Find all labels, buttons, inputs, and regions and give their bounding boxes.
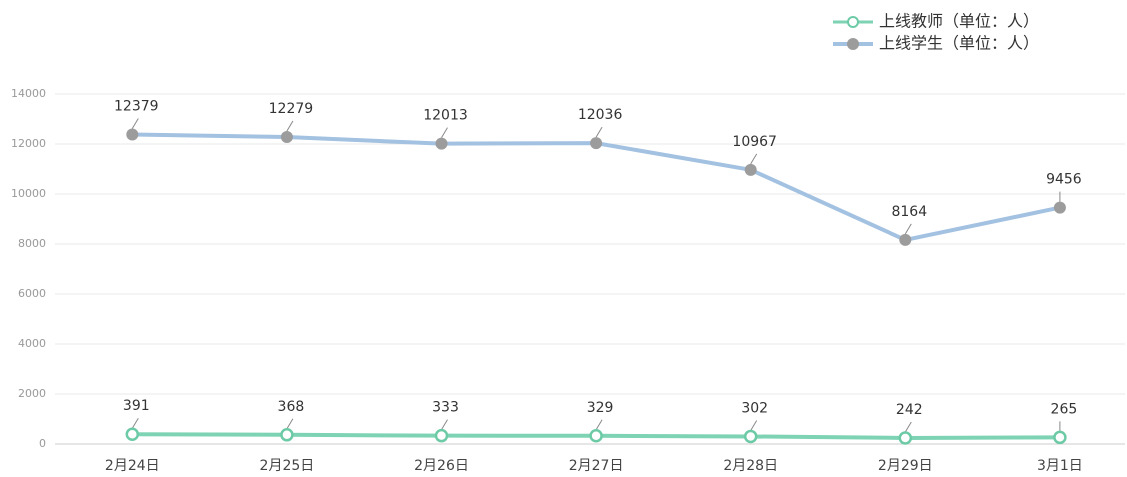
data-label: 333 (432, 400, 459, 416)
label-leader (750, 153, 758, 165)
data-label: 8164 (891, 204, 927, 220)
marker (590, 137, 603, 150)
label-leader (286, 120, 294, 132)
legend-marker (847, 38, 859, 50)
marker (744, 163, 757, 176)
x-tick-label: 2月28日 (723, 458, 778, 474)
data-label: 265 (1051, 401, 1078, 417)
label-leader (441, 419, 448, 430)
marker (589, 429, 603, 443)
y-tick-label: 6000 (18, 287, 46, 300)
data-label: 12379 (114, 99, 159, 115)
label-leader (131, 118, 139, 129)
x-tick-label: 2月25日 (260, 458, 315, 474)
label-leader (131, 417, 139, 429)
series-line (132, 132, 1061, 242)
x-tick-label: 2月26日 (414, 458, 469, 474)
data-label: 329 (587, 400, 614, 416)
label-leader (904, 223, 912, 235)
x-tick-label: 2月29日 (878, 458, 933, 474)
data-label: 391 (123, 398, 150, 414)
label-leader (904, 421, 912, 433)
legend-label: 上线学生（单位：人） (879, 34, 1039, 53)
data-label: 302 (741, 400, 768, 416)
data-label: 12013 (423, 108, 468, 124)
data-label: 10967 (732, 134, 777, 150)
label-leader (595, 419, 603, 431)
marker (280, 428, 294, 442)
legend-marker (847, 16, 859, 28)
y-tick-label: 10000 (11, 187, 46, 200)
data-label: 12279 (269, 101, 314, 117)
data-label: 12036 (578, 107, 623, 123)
marker (898, 431, 913, 445)
x-tick-label: 2月27日 (569, 458, 624, 474)
marker (1053, 201, 1066, 214)
label-leader (750, 420, 758, 431)
marker (280, 131, 293, 144)
data-label: 368 (278, 399, 305, 415)
marker (899, 233, 912, 246)
y-tick-label: 2000 (18, 387, 46, 400)
x-tick-label: 3月1日 (1037, 458, 1083, 474)
marker (435, 137, 448, 150)
data-label: 9456 (1046, 172, 1082, 188)
marker (743, 429, 758, 444)
x-tick-label: 2月24日 (105, 458, 160, 474)
marker (1053, 430, 1067, 445)
legend-label: 上线教师（单位：人） (879, 12, 1039, 31)
y-tick-label: 12000 (11, 137, 46, 150)
label-leader (595, 126, 603, 138)
marker (125, 427, 140, 441)
marker (434, 428, 449, 443)
y-tick-label: 8000 (18, 237, 46, 250)
label-leader (286, 418, 294, 430)
y-tick-label: 0 (39, 437, 46, 450)
marker (126, 128, 139, 141)
y-tick-label: 4000 (18, 337, 46, 350)
data-label: 242 (896, 402, 923, 418)
label-leader (441, 127, 448, 138)
y-tick-label: 14000 (11, 87, 46, 100)
